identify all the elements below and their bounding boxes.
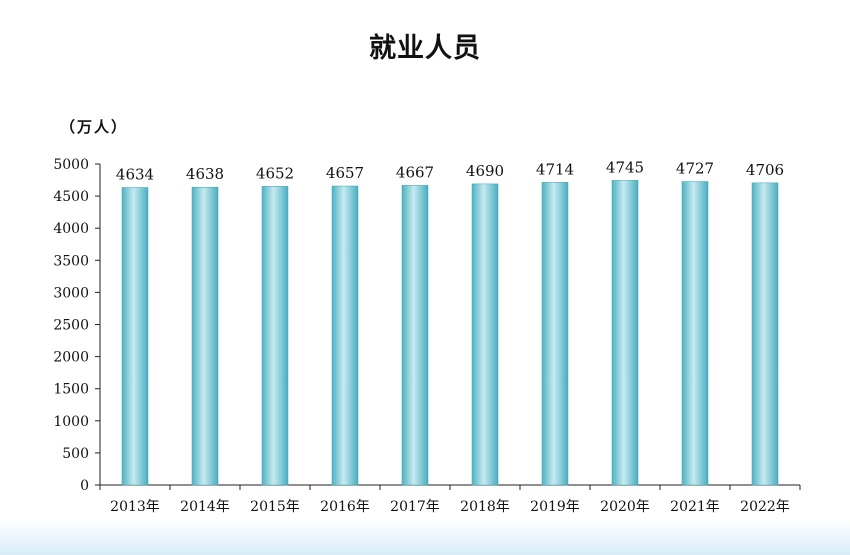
x-category-label: 2017年 [390, 499, 440, 515]
y-tick-label: 3000 [53, 285, 89, 301]
x-category-label: 2022年 [740, 499, 790, 515]
x-category-label: 2019年 [530, 499, 580, 515]
x-category-label: 2020年 [600, 499, 650, 515]
bar [681, 181, 709, 486]
chart-title: 就业人员 [369, 33, 481, 64]
bar-value-label: 4652 [256, 164, 294, 182]
bar [121, 187, 149, 486]
x-category-label: 2013年 [110, 499, 160, 515]
bar [261, 186, 289, 486]
y-tick-label: 2000 [53, 350, 89, 366]
y-tick-label: 4500 [53, 189, 89, 205]
data-labels: 4634 2013年 4638 2014年 4652 2015年 4657 2016年 4667… [110, 158, 790, 515]
bar [331, 185, 359, 486]
x-category-label: 2016年 [320, 499, 370, 515]
bar-value-label: 4657 [326, 164, 364, 182]
bar-value-label: 4706 [746, 161, 784, 179]
x-category-label: 2014年 [180, 499, 230, 515]
y-tick-label: 500 [62, 446, 89, 462]
bar-value-label: 4714 [536, 160, 574, 178]
bar-value-label: 4638 [186, 165, 224, 183]
bar [541, 182, 569, 486]
bar [191, 186, 219, 486]
bar-value-label: 4690 [466, 162, 504, 180]
bottom-wave-decoration [0, 520, 850, 555]
bar [401, 185, 429, 486]
y-tick-label: 5000 [53, 157, 89, 173]
y-tick-label: 1000 [53, 414, 89, 430]
bar-value-label: 4634 [116, 165, 154, 183]
x-category-label: 2021年 [670, 499, 720, 515]
x-category-label: 2018年 [460, 499, 510, 515]
bar [751, 182, 779, 486]
bar-value-label: 4727 [676, 160, 714, 178]
y-tick-label: 3500 [53, 253, 89, 269]
bars [121, 180, 779, 486]
bar-value-label: 4667 [396, 163, 434, 181]
y-tick-label: 1500 [53, 382, 89, 398]
bar [471, 183, 499, 486]
y-axis-unit-label: （万人） [60, 118, 129, 136]
y-tick-label: 4000 [53, 221, 89, 237]
x-category-label: 2015年 [250, 499, 300, 515]
y-tick-label: 2500 [53, 318, 89, 334]
bar [611, 180, 639, 486]
axes: 0 500 1000 1500 2000 2500 3000 3500 4000 4500 5000 [53, 157, 801, 494]
bar-value-label: 4745 [606, 158, 644, 176]
y-tick-label: 0 [80, 478, 89, 494]
